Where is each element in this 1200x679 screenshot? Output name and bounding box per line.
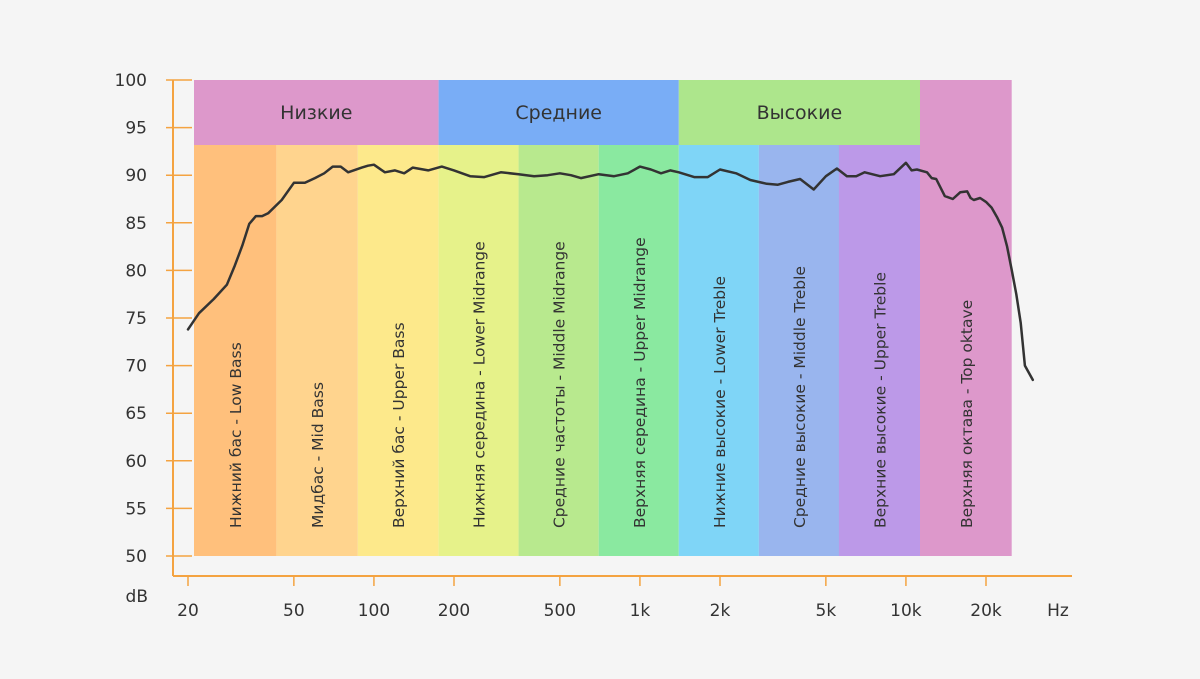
group-label: Низкие [280, 102, 352, 124]
band-label: Верхний бас - Upper Bass [390, 322, 408, 528]
y-tick-label: 90 [125, 166, 147, 186]
x-tick-label: 100 [358, 601, 390, 621]
response-line [186, 161, 1035, 382]
group-label: Высокие [757, 102, 843, 124]
x-tick-label: 50 [283, 601, 305, 621]
band-label: Верхняя октава - Top oktave [958, 300, 976, 528]
group-rect [194, 80, 439, 145]
band-label: Средние частоты - Middle Midrange [551, 241, 569, 528]
y-tick-label: 65 [125, 404, 147, 424]
y-tick-label: 60 [125, 452, 147, 472]
band-rect [276, 145, 358, 556]
frequency-groups: Низкие Средние Высокие [194, 80, 1012, 145]
x-tick-label: 2k [710, 601, 731, 621]
x-tick-label: 10k [890, 601, 922, 621]
x-tick-label: 1k [630, 601, 651, 621]
band-label: Средние высокие - Middle Treble [791, 266, 809, 528]
band-label: Нижние высокие - Lower Treble [711, 276, 729, 528]
axes: dB Hz [126, 80, 1072, 621]
x-tick-label: 5k [816, 601, 837, 621]
x-tick-label: 200 [438, 601, 470, 621]
band-label: Нижний бас - Low Bass [227, 342, 245, 528]
y-ticks: 100 95 90 85 80 75 70 65 60 55 50 [115, 71, 192, 567]
y-tick-label: 100 [115, 71, 147, 91]
y-tick-label: 50 [125, 547, 147, 567]
band-rect [518, 145, 599, 556]
frequency-bands: Нижний бас - Low Bass Мидбас - Mid Bass Ве… [194, 145, 1012, 556]
band-rect [194, 145, 277, 556]
group-label: Средние [515, 102, 602, 124]
band-label: Верхние высокие - Upper Treble [872, 272, 890, 528]
group-rect [920, 80, 1012, 145]
x-tick-label: 20 [177, 601, 199, 621]
band-label: Верхняя середина - Upper Midrange [631, 237, 649, 528]
band-rect [438, 145, 519, 556]
x-tick-label: 20k [970, 601, 1002, 621]
series [186, 161, 1035, 382]
band-label: Мидбас - Mid Bass [309, 382, 327, 528]
band-rect [920, 145, 1012, 556]
x-tick-label: 500 [544, 601, 576, 621]
y-tick-label: 85 [125, 214, 147, 234]
y-tick-label: 75 [125, 309, 147, 329]
y-tick-label: 95 [125, 119, 147, 139]
x-axis-label: Hz [1047, 601, 1069, 621]
x-ticks: 20 50 100 200 500 1k 2k 5k 10k 20k [177, 576, 1002, 621]
band-rect [678, 145, 759, 556]
group-rect [438, 80, 679, 145]
group-rect [678, 80, 920, 145]
band-rect [598, 145, 679, 556]
band-rect [838, 145, 920, 556]
y-tick-label: 70 [125, 357, 147, 377]
y-axis-label: dB [126, 587, 148, 607]
band-rect [357, 145, 439, 556]
band-rect [758, 145, 839, 556]
y-tick-label: 80 [125, 261, 147, 281]
y-tick-label: 55 [125, 499, 147, 519]
band-label: Нижняя середина - Lower Midrange [471, 241, 489, 528]
